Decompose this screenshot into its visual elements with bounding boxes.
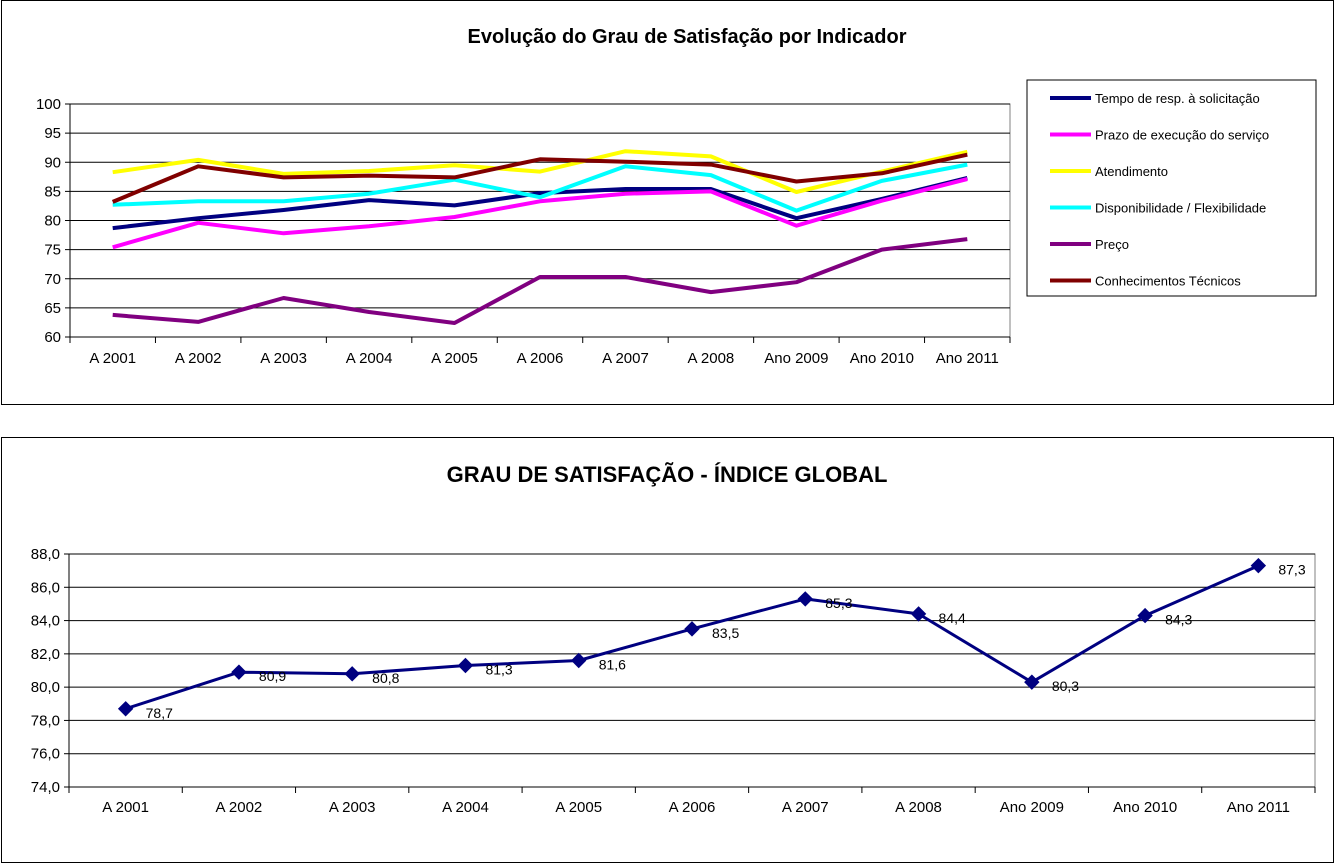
y-tick-label: 100 [36,96,61,113]
y-tick-label: 78,0 [31,712,60,729]
y-tick-label: 88,0 [31,546,60,563]
x-tick-label: A 2006 [517,350,564,367]
x-tick-label: A 2003 [260,350,307,367]
data-point [231,664,247,680]
data-point [344,666,360,682]
series-line-6 [111,152,968,204]
data-label: 80,3 [1052,678,1079,694]
y-tick-label: 70 [44,271,61,288]
data-label: 84,3 [1165,612,1192,628]
series-line-4 [112,162,968,213]
x-tick-label: A 2006 [669,799,716,816]
legend-label: Preço [1095,237,1129,252]
series-line-2 [112,177,968,250]
y-tick-label: 60 [44,329,61,346]
x-tick-label: Ano 2010 [850,350,914,367]
x-tick-label: A 2002 [175,350,222,367]
data-point [1024,674,1040,690]
x-tick-label: A 2004 [442,799,489,816]
x-tick-label: A 2007 [602,350,649,367]
x-tick-label: A 2001 [102,799,149,816]
legend-label: Disponibilidade / Flexibilidade [1095,201,1266,216]
y-tick-label: 74,0 [31,779,60,796]
data-label: 87,3 [1278,562,1305,578]
x-tick-label: Ano 2009 [764,350,828,367]
x-tick-label: A 2005 [431,350,478,367]
data-point [457,657,474,674]
data-point [910,606,927,622]
y-tick-label: 82,0 [31,646,60,663]
x-tick-label: A 2008 [895,799,942,816]
legend-label: Prazo de execução do serviço [1095,128,1269,143]
x-tick-label: A 2008 [688,350,735,367]
data-point [117,701,134,717]
x-tick-label: Ano 2010 [1113,799,1177,816]
y-tick-label: 76,0 [31,746,60,763]
y-tick-label: 80,0 [31,679,60,696]
data-point [797,591,813,607]
data-label: 84,4 [939,610,966,626]
data-label: 80,8 [372,670,399,686]
data-point [571,652,587,669]
legend-label: Tempo de resp. à solicitação [1095,91,1260,106]
legend-box [1026,79,1317,297]
data-point [1137,607,1153,624]
data-point [684,621,700,637]
data-label: 81,3 [485,662,512,678]
data-label: 80,9 [259,668,286,684]
y-tick-label: 84,0 [31,613,60,630]
y-tick-label: 65 [44,300,61,317]
y-tick-label: 95 [44,125,61,142]
data-point [1250,557,1267,574]
plot-area [68,553,1316,788]
x-tick-label: A 2003 [329,799,376,816]
data-label: 81,6 [599,657,626,673]
chart-title: GRAU DE SATISFAÇÃO - ÍNDICE GLOBAL [447,462,888,487]
data-label: 83,5 [712,625,739,641]
y-tick-label: 80 [44,213,61,230]
x-tick-label: Ano 2011 [1227,799,1290,816]
x-tick-label: A 2005 [555,799,602,816]
data-label: 85,3 [825,595,852,611]
y-tick-label: 90 [44,154,61,171]
indicator-line-chart: Evolução do Grau de Satisfação por Indic… [36,26,1317,367]
chart-title: Evolução do Grau de Satisfação por Indic… [468,26,907,48]
series-line-1 [112,176,968,231]
global-index-chart-panel: GRAU DE SATISFAÇÃO - ÍNDICE GLOBAL 78,7 8… [1,437,1334,863]
series-line-5 [112,237,968,325]
y-tick-label: 75 [44,242,61,259]
y-tick-label: 85 [44,183,61,200]
x-tick-label: A 2004 [346,350,393,367]
x-tick-label: A 2001 [89,350,136,367]
global-index-line-chart: GRAU DE SATISFAÇÃO - ÍNDICE GLOBAL 78,7 8… [31,462,1316,816]
x-tick-label: A 2007 [782,799,829,816]
legend-label: Conhecimentos Técnicos [1095,274,1241,289]
series-line-3 [112,149,968,194]
legend-label: Atendimento [1095,164,1168,179]
x-tick-label: A 2002 [216,799,263,816]
x-tick-label: Ano 2009 [1000,799,1064,816]
indicator-chart-panel: Evolução do Grau de Satisfação por Indic… [1,0,1334,405]
y-tick-label: 86,0 [31,579,60,596]
x-tick-label: Ano 2011 [936,350,999,367]
data-label: 78,7 [146,705,173,721]
